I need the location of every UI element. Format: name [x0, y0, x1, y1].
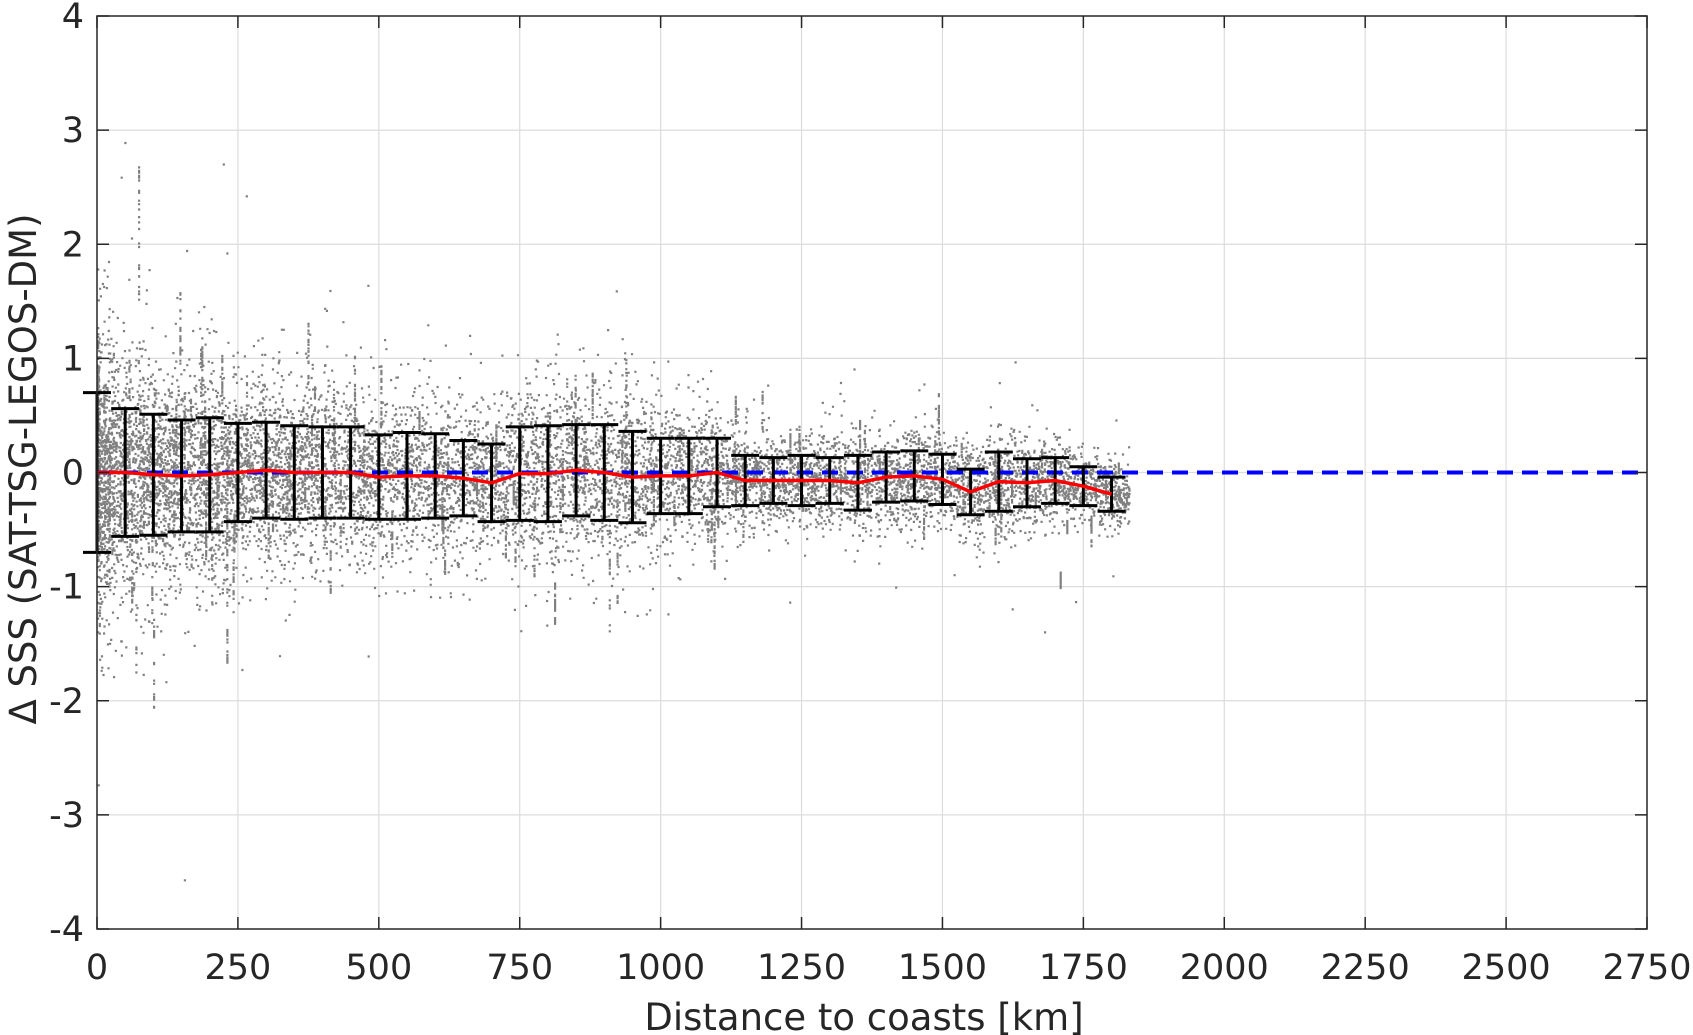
y-tick-label: 1	[62, 339, 84, 379]
x-tick-label: 0	[86, 948, 108, 988]
y-tick-labels: -4 -3 -2 -1 0 1 2 3 4	[49, 0, 84, 950]
scatter-points	[97, 141, 1131, 882]
x-tick-label: 1250	[757, 948, 846, 988]
x-tick-labels: 0 250 500 750 1000 1250 1500 1750 2000 2250 2500 27…	[86, 948, 1692, 988]
scatter-cloud	[97, 141, 1131, 882]
error-bar	[1097, 475, 1126, 513]
x-tick-label: 1750	[1039, 948, 1128, 988]
y-tick-label: -2	[49, 682, 84, 722]
x-axis-label: Distance to coasts [km]	[644, 996, 1083, 1035]
axes-frame	[96, 15, 1648, 930]
x-tick-label: 2250	[1321, 948, 1410, 988]
y-tick-label: -1	[49, 568, 84, 608]
x-tick-label: 1500	[898, 948, 987, 988]
y-tick-label: 0	[62, 454, 84, 494]
y-tick-label: -3	[49, 796, 84, 836]
x-tick-label: 750	[486, 948, 553, 988]
y-tick-label: 3	[62, 111, 84, 151]
y-tick-label: -4	[49, 910, 84, 950]
mean-line-layer	[97, 468, 1112, 496]
mean-line	[97, 468, 1112, 496]
y-tick-label: 4	[62, 0, 84, 37]
x-tick-label: 1000	[616, 948, 705, 988]
y-axis-label: Δ SSS (SAT-TSG-LEGOS-DM)	[2, 213, 45, 724]
y-tick-label: 2	[62, 225, 84, 265]
x-tick-label: 2500	[1462, 948, 1551, 988]
x-tick-label: 2750	[1602, 948, 1691, 988]
x-tick-label: 250	[205, 948, 272, 988]
x-tick-label: 500	[345, 948, 412, 988]
x-tick-label: 2000	[1180, 948, 1269, 988]
